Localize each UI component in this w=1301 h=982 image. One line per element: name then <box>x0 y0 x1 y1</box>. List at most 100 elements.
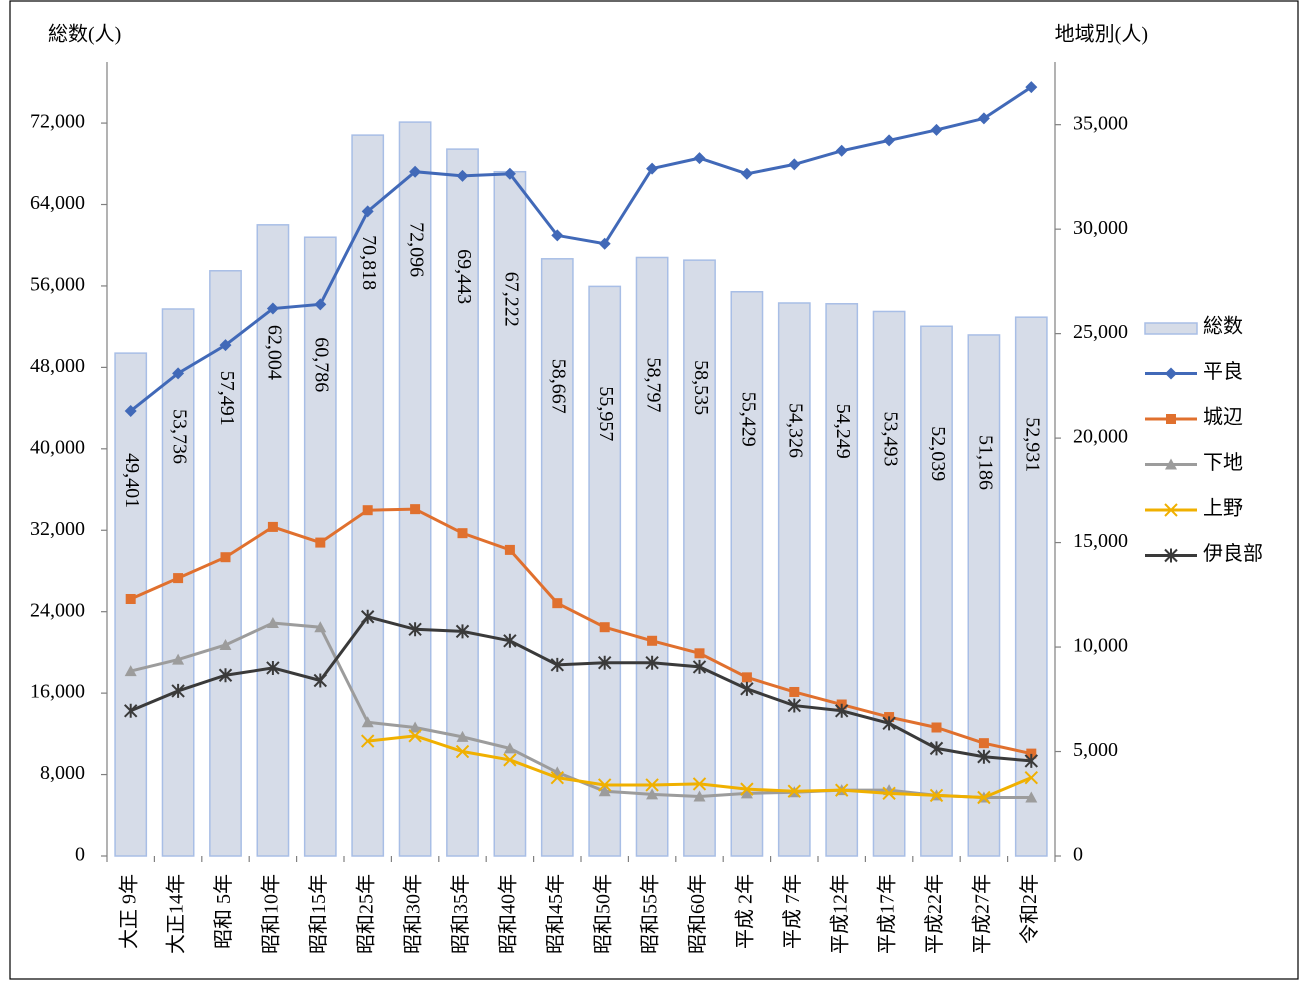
legend-label: 上野 <box>1203 497 1243 520</box>
data-label: 55,429 <box>737 392 759 447</box>
data-label: 72,096 <box>406 222 428 277</box>
marker <box>597 778 612 792</box>
data-label: 69,443 <box>453 249 475 304</box>
marker <box>645 655 659 670</box>
x-tick-label: 平成 2年 <box>733 874 756 949</box>
marker <box>123 703 138 718</box>
marker <box>1165 367 1177 380</box>
marker <box>929 741 944 756</box>
marker <box>931 722 942 733</box>
x-tick-label: 平成27年 <box>970 874 993 954</box>
marker <box>503 167 516 180</box>
marker <box>456 730 469 742</box>
bar <box>540 258 574 857</box>
marker <box>1026 748 1037 759</box>
marker <box>172 367 185 380</box>
x-tick-label: 昭和10年 <box>259 874 282 954</box>
marker <box>219 638 232 650</box>
marker <box>1164 548 1178 563</box>
bar <box>920 325 953 857</box>
legend-marker <box>1165 458 1177 470</box>
marker <box>315 537 326 548</box>
bar <box>351 134 385 857</box>
y-tick-label: 40,000 <box>30 436 85 458</box>
x-tick-label: 平成22年 <box>923 874 946 954</box>
y2-tick-label: 30,000 <box>1073 217 1128 239</box>
bar <box>683 259 716 857</box>
x-tick-label: 昭和50年 <box>591 874 614 954</box>
legend-marker <box>1164 548 1178 563</box>
bar <box>398 121 432 857</box>
data-label: 58,535 <box>690 360 712 415</box>
bar <box>209 270 242 857</box>
y2-tick-label: 15,000 <box>1073 530 1128 552</box>
marker <box>550 657 565 672</box>
line <box>130 615 1032 763</box>
marker <box>882 786 896 801</box>
marker <box>834 783 849 797</box>
data-label: 57,491 <box>216 371 238 426</box>
data-label: 53,493 <box>880 411 902 466</box>
line <box>129 85 1033 413</box>
marker <box>1166 414 1176 424</box>
y-tick-label: 24,000 <box>30 599 85 621</box>
x-tick-label: 昭和 5年 <box>212 874 235 949</box>
marker <box>457 528 468 539</box>
marker <box>882 716 896 731</box>
marker <box>599 622 610 633</box>
legend-label: 城辺 <box>1203 406 1243 429</box>
y2-tick-label: 20,000 <box>1073 426 1128 448</box>
marker <box>694 648 705 659</box>
marker <box>787 698 802 713</box>
marker <box>550 770 565 785</box>
marker <box>266 660 280 675</box>
marker <box>598 237 611 250</box>
y-axis-title: 総数(人) <box>48 23 121 46</box>
marker <box>883 134 896 147</box>
marker <box>1024 753 1039 768</box>
marker <box>361 716 374 728</box>
legend-swatch <box>1144 322 1198 335</box>
marker <box>503 742 516 754</box>
marker <box>930 123 943 136</box>
y-tick-label: 16,000 <box>30 681 85 703</box>
marker <box>455 744 470 759</box>
legend-marker <box>1164 503 1178 517</box>
bar <box>777 302 811 857</box>
legend-label: 総数 <box>1203 315 1243 338</box>
x-tick-label: 平成 7年 <box>781 874 804 949</box>
bar <box>114 352 148 857</box>
marker <box>267 521 278 532</box>
marker <box>977 790 991 805</box>
marker <box>362 505 373 516</box>
data-label: 49,401 <box>121 453 143 508</box>
y-tick-label: 72,000 <box>30 111 85 133</box>
marker <box>266 302 279 315</box>
marker <box>1024 770 1039 785</box>
marker <box>693 152 706 165</box>
marker <box>977 749 991 764</box>
marker <box>978 738 989 749</box>
y-tick-label: 32,000 <box>30 518 85 540</box>
marker <box>409 165 422 178</box>
x-tick-label: 昭和35年 <box>449 874 472 954</box>
marker <box>124 404 137 417</box>
marker <box>598 785 611 797</box>
bar <box>1014 316 1048 857</box>
marker <box>740 787 753 799</box>
marker <box>835 144 848 157</box>
marker <box>552 598 563 609</box>
data-label: 52,039 <box>927 426 949 481</box>
data-label: 54,326 <box>785 403 807 458</box>
data-label: 55,957 <box>595 386 617 441</box>
marker <box>647 635 658 646</box>
y2-tick-label: 5,000 <box>1073 739 1118 761</box>
marker <box>693 790 706 802</box>
marker <box>172 653 185 665</box>
y2-tick-label: 25,000 <box>1073 321 1128 343</box>
marker <box>314 621 327 633</box>
legend-label: 平良 <box>1203 360 1243 383</box>
marker <box>266 617 279 629</box>
bar <box>493 170 527 857</box>
